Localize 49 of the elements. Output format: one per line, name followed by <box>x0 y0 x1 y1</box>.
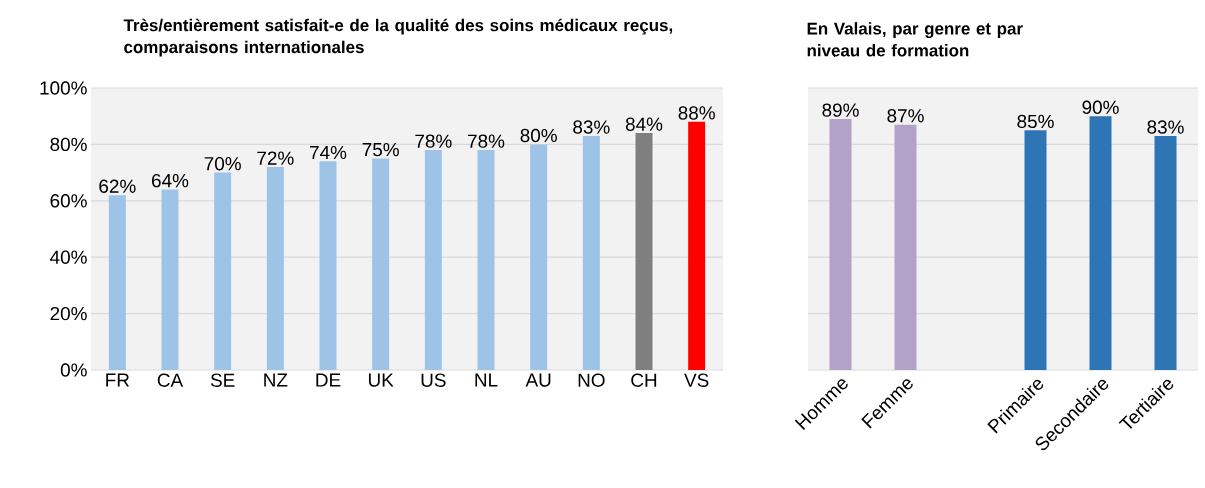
data-label: 70% <box>204 156 241 171</box>
data-label: 88% <box>678 106 715 120</box>
y-tick-label: 100% <box>40 81 87 95</box>
data-label: 72% <box>257 151 294 165</box>
data-label: 78% <box>415 134 452 148</box>
data-label: 64% <box>152 173 189 188</box>
bar <box>266 166 284 370</box>
x-tick-label: US <box>421 373 446 387</box>
bar <box>214 172 232 370</box>
data-label: 84% <box>625 117 663 131</box>
y-tick-label: 60% <box>50 194 87 208</box>
y-tick-label: 0% <box>60 363 87 377</box>
bar <box>582 135 600 370</box>
data-label: 85% <box>1017 114 1054 129</box>
bar <box>161 189 179 370</box>
data-label: 83% <box>573 120 610 134</box>
x-tick-label: NZ <box>264 373 288 387</box>
bar <box>319 161 337 370</box>
x-tick-label: FR <box>106 373 130 387</box>
x-tick-label: NO <box>578 373 605 387</box>
data-label: 89% <box>822 103 859 117</box>
data-label: 75% <box>362 142 399 157</box>
data-label: 78% <box>468 134 505 148</box>
x-tick-label: AU <box>525 373 551 387</box>
y-tick-label: 20% <box>50 306 87 321</box>
x-tick-label: CH <box>631 373 657 387</box>
data-label: 74% <box>310 145 347 160</box>
data-label: 83% <box>1147 120 1184 134</box>
bar <box>477 150 495 370</box>
data-label: 87% <box>887 109 924 123</box>
bar <box>108 195 126 370</box>
data-label: 80% <box>520 128 557 143</box>
bar <box>635 133 653 370</box>
x-tick-label: UK <box>368 373 394 387</box>
x-tick-label: VS <box>684 373 709 387</box>
y-tick-label: 40% <box>50 250 87 264</box>
bar <box>688 121 706 370</box>
x-tick-label: SE <box>210 373 235 387</box>
data-label: 90% <box>1082 100 1119 114</box>
chart-title: En Valais, par genre et par niveau de formation <box>807 22 1023 57</box>
bar <box>372 158 390 370</box>
x-tick-label: DE <box>316 373 341 387</box>
bar <box>530 144 548 370</box>
bar <box>424 150 442 370</box>
data-label: 62% <box>99 179 136 193</box>
x-tick-label: NL <box>475 373 498 387</box>
x-tick-label: CA <box>157 373 184 387</box>
y-tick-label: 80% <box>50 137 87 152</box>
chart-title: Très/entièrement satisfait-e de la qualité des soins médicaux reçus, comparaisons internationales <box>123 18 673 57</box>
